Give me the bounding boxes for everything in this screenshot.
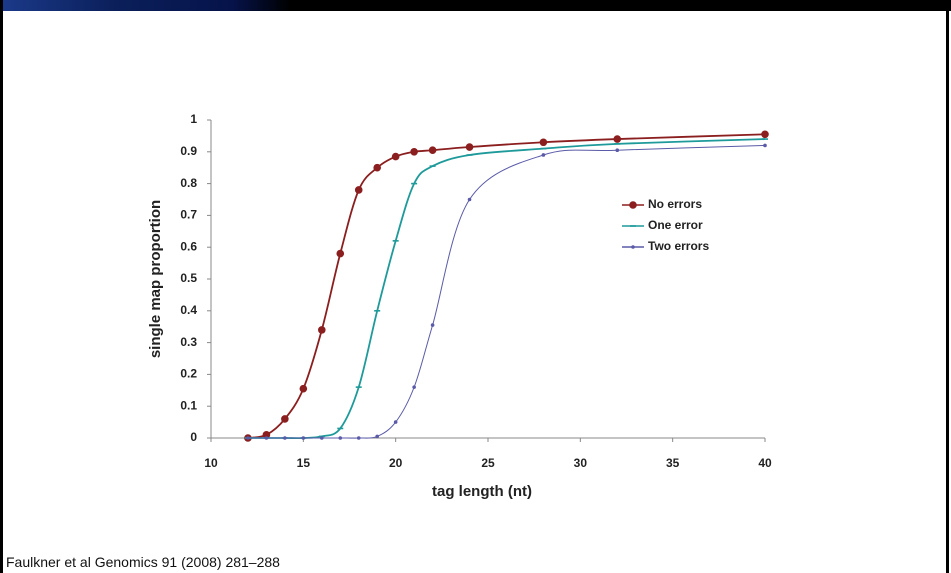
marker [281, 415, 289, 423]
series-line [247, 144, 766, 439]
marker [615, 148, 620, 153]
marker [283, 436, 287, 440]
marker [356, 436, 361, 440]
x-tick-label: 25 [481, 456, 495, 470]
series-line [247, 138, 766, 440]
x-tick-label: 20 [389, 456, 403, 470]
marker [411, 182, 418, 185]
series-line [247, 133, 766, 439]
marker [264, 436, 269, 440]
x-tick-label: 15 [297, 456, 311, 470]
y-tick-label: 0.9 [180, 144, 197, 158]
marker [614, 143, 621, 145]
legend-label: One error [648, 218, 703, 232]
marker [761, 130, 769, 139]
legend-marker [630, 225, 636, 227]
citation: Faulkner et al Genomics 91 (2008) 281–28… [6, 554, 280, 570]
marker [320, 436, 324, 440]
y-tick-label: 0.5 [180, 271, 197, 285]
marker [763, 143, 767, 148]
legend-label: No errors [648, 197, 702, 211]
legend-label: Two errors [648, 239, 709, 253]
marker [412, 385, 416, 389]
y-tick-label: 0.6 [180, 239, 197, 253]
marker [429, 165, 436, 167]
y-tick-label: 0.1 [180, 398, 197, 412]
marker [465, 143, 474, 151]
marker [392, 240, 399, 242]
marker [318, 326, 326, 334]
x-axis-title: tag length (nt) [432, 483, 532, 500]
y-tick-label: 0.3 [180, 335, 197, 349]
x-tick-label: 35 [666, 456, 680, 470]
marker [375, 434, 380, 439]
marker [337, 427, 344, 430]
legend-marker [631, 245, 635, 249]
banner-texture [0, 0, 290, 11]
y-tick-label: 0.7 [180, 208, 197, 222]
x-tick-label: 30 [574, 456, 588, 470]
y-tick-label: 1 [190, 112, 197, 126]
marker [393, 420, 398, 424]
marker [338, 436, 343, 440]
marker [336, 249, 345, 258]
marker [613, 135, 622, 143]
marker [373, 163, 382, 172]
marker [355, 386, 362, 388]
y-tick-label: 0 [190, 430, 197, 444]
marker [262, 431, 271, 439]
marker [428, 146, 437, 155]
marker [299, 384, 308, 393]
marker [539, 138, 548, 147]
marker [467, 197, 472, 202]
marker [410, 148, 418, 156]
marker [374, 310, 381, 312]
x-tick-label: 40 [758, 456, 772, 470]
right-border [946, 0, 949, 573]
marker [354, 186, 363, 194]
marker [301, 436, 306, 440]
y-tick-label: 0.4 [180, 303, 197, 317]
marker [762, 138, 768, 140]
marker [391, 152, 400, 161]
y-tick-label: 0.8 [180, 176, 197, 190]
marker [246, 436, 250, 440]
x-tick-label: 10 [204, 456, 218, 470]
marker [541, 153, 546, 157]
top-bar [0, 0, 951, 11]
marker [540, 147, 547, 150]
legend-marker [629, 201, 637, 209]
left-border [0, 0, 3, 573]
y-tick-label: 0.2 [180, 367, 197, 381]
marker [466, 154, 473, 156]
marker [430, 323, 435, 327]
y-axis-title: single map proportion [147, 200, 164, 358]
